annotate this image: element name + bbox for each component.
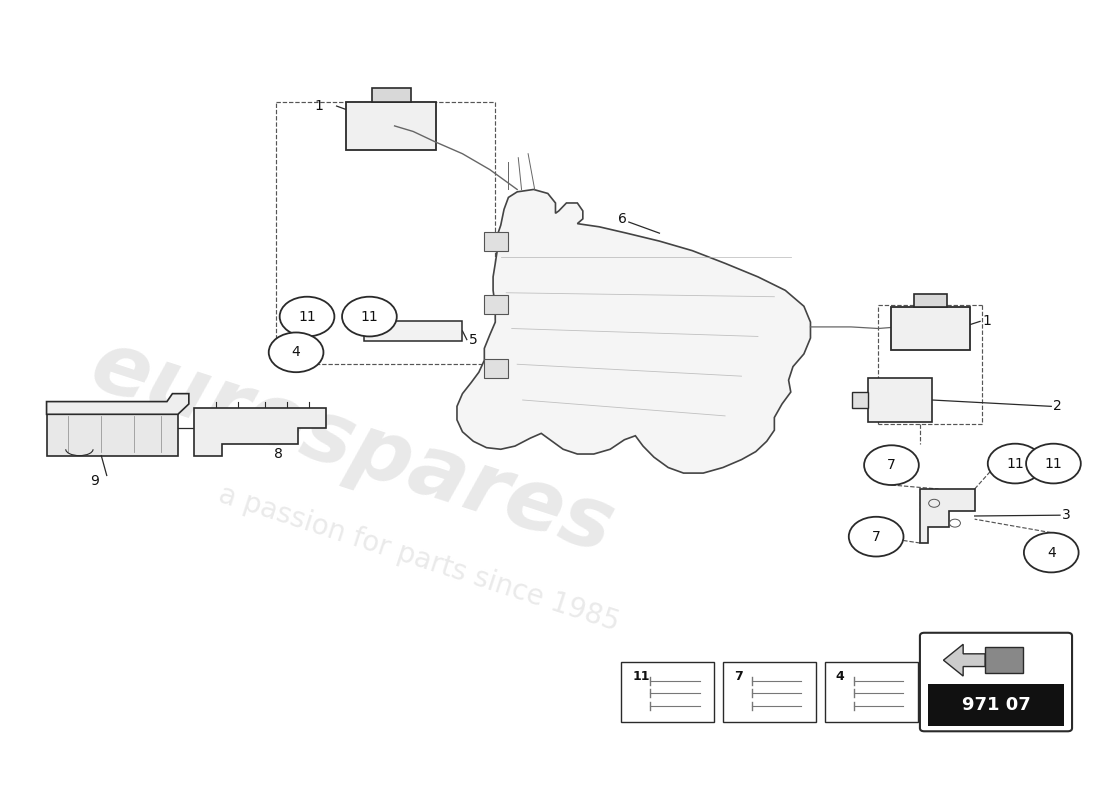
- Circle shape: [342, 297, 397, 337]
- Text: 971 07: 971 07: [961, 696, 1031, 714]
- Circle shape: [849, 517, 903, 557]
- Polygon shape: [195, 408, 326, 456]
- Polygon shape: [46, 394, 189, 414]
- Text: 11: 11: [632, 670, 650, 683]
- Polygon shape: [364, 321, 462, 342]
- Polygon shape: [920, 489, 975, 543]
- Text: 8: 8: [274, 447, 283, 461]
- Text: 11: 11: [361, 310, 378, 323]
- Text: 11: 11: [1045, 457, 1063, 470]
- Text: 4: 4: [836, 670, 845, 683]
- Bar: [484, 231, 508, 250]
- Text: 2: 2: [1054, 399, 1063, 414]
- Text: 11: 11: [1006, 457, 1024, 470]
- Polygon shape: [944, 644, 984, 676]
- Text: 4: 4: [292, 346, 300, 359]
- Circle shape: [865, 446, 918, 485]
- Text: 1: 1: [982, 314, 991, 327]
- Bar: [927, 684, 1065, 726]
- Bar: [484, 295, 508, 314]
- Polygon shape: [372, 88, 411, 102]
- Text: 1: 1: [315, 99, 323, 113]
- Text: 5: 5: [469, 334, 477, 347]
- Text: 3: 3: [1063, 508, 1071, 522]
- Polygon shape: [852, 392, 869, 408]
- Text: 7: 7: [872, 530, 880, 544]
- Text: 4: 4: [1047, 546, 1056, 559]
- Bar: [927, 638, 1065, 684]
- Circle shape: [1026, 444, 1081, 483]
- Text: 7: 7: [734, 670, 742, 683]
- Circle shape: [268, 333, 323, 372]
- Text: eurospares: eurospares: [81, 324, 625, 571]
- Bar: [484, 358, 508, 378]
- Polygon shape: [914, 294, 947, 306]
- Bar: [723, 662, 816, 722]
- Text: a passion for parts since 1985: a passion for parts since 1985: [214, 481, 623, 637]
- Polygon shape: [46, 414, 178, 456]
- Circle shape: [279, 297, 334, 337]
- FancyBboxPatch shape: [920, 633, 1072, 731]
- Polygon shape: [869, 378, 932, 422]
- Circle shape: [1024, 533, 1079, 572]
- Bar: [825, 662, 917, 722]
- Text: 11: 11: [298, 310, 316, 323]
- Polygon shape: [456, 190, 811, 473]
- Polygon shape: [346, 102, 437, 150]
- Polygon shape: [891, 306, 970, 350]
- Text: 9: 9: [90, 474, 99, 488]
- Polygon shape: [984, 647, 1023, 673]
- Text: 6: 6: [618, 212, 627, 226]
- Bar: [621, 662, 714, 722]
- Text: 7: 7: [887, 458, 895, 472]
- Circle shape: [988, 444, 1043, 483]
